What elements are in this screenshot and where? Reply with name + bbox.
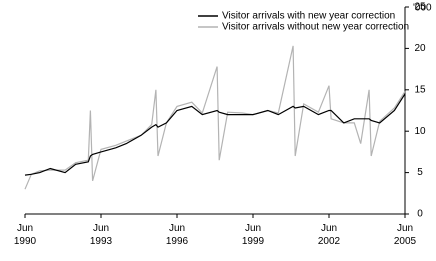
y-tick-label: 25 — [414, 2, 426, 13]
y-unit: '000 — [413, 3, 432, 14]
legend-label: Visitor arrivals with new year correctio… — [222, 11, 395, 22]
x-tick-label: Jun 2002 — [317, 223, 341, 247]
series-line — [24, 93, 406, 176]
y-tick-label: 5 — [417, 167, 423, 178]
y-tick-label: 10 — [414, 126, 426, 137]
x-tick-label: Jun 1999 — [241, 223, 265, 247]
y-tick-label: 15 — [414, 84, 426, 95]
series-line — [24, 45, 406, 190]
legend-label: Visitor arrivals without new year correc… — [222, 22, 409, 33]
x-tick-label: Jun 1990 — [13, 223, 37, 247]
x-tick-label: Jun 1996 — [165, 223, 189, 247]
y-tick-label: 20 — [414, 43, 426, 54]
y-tick-label: 0 — [417, 209, 423, 220]
x-tick-label: Jun 1993 — [89, 223, 113, 247]
x-tick-label: Jun 2005 — [393, 223, 417, 247]
